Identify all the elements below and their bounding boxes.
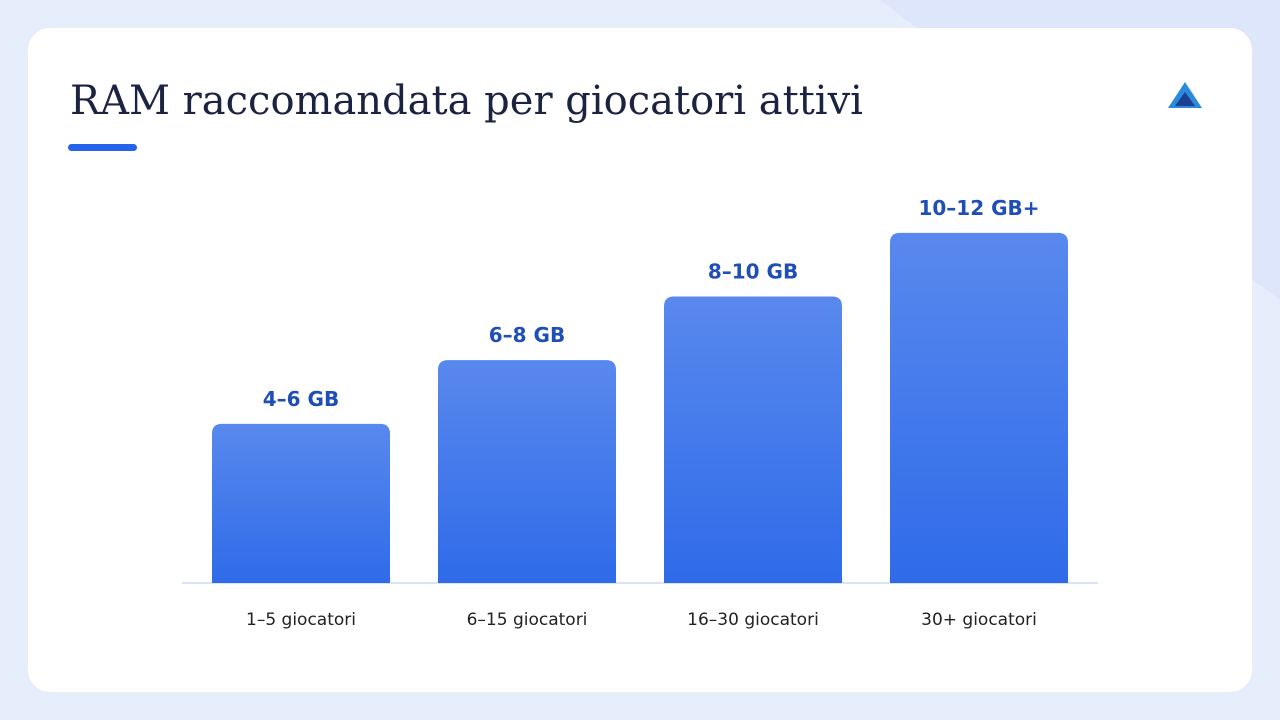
chart-title: RAM raccomandata per giocatori attivi [70, 78, 863, 124]
title-underline [68, 144, 137, 151]
logo [1168, 82, 1202, 108]
bar-highlight [212, 423, 390, 583]
value-label: 4–6 GB [263, 387, 339, 411]
bar-highlight [664, 296, 842, 583]
value-label: 10–12 GB+ [918, 196, 1039, 220]
x-tick-label: 30+ giocatori [921, 610, 1037, 630]
bar-highlight [890, 232, 1068, 584]
bar-highlight [438, 360, 616, 583]
value-label: 6–8 GB [489, 323, 565, 347]
x-tick-label: 16–30 giocatori [687, 610, 819, 630]
x-tick-label: 1–5 giocatori [246, 610, 356, 630]
x-tick-label: 6–15 giocatori [467, 610, 588, 630]
value-label: 8–10 GB [708, 260, 798, 284]
card [28, 28, 1252, 692]
